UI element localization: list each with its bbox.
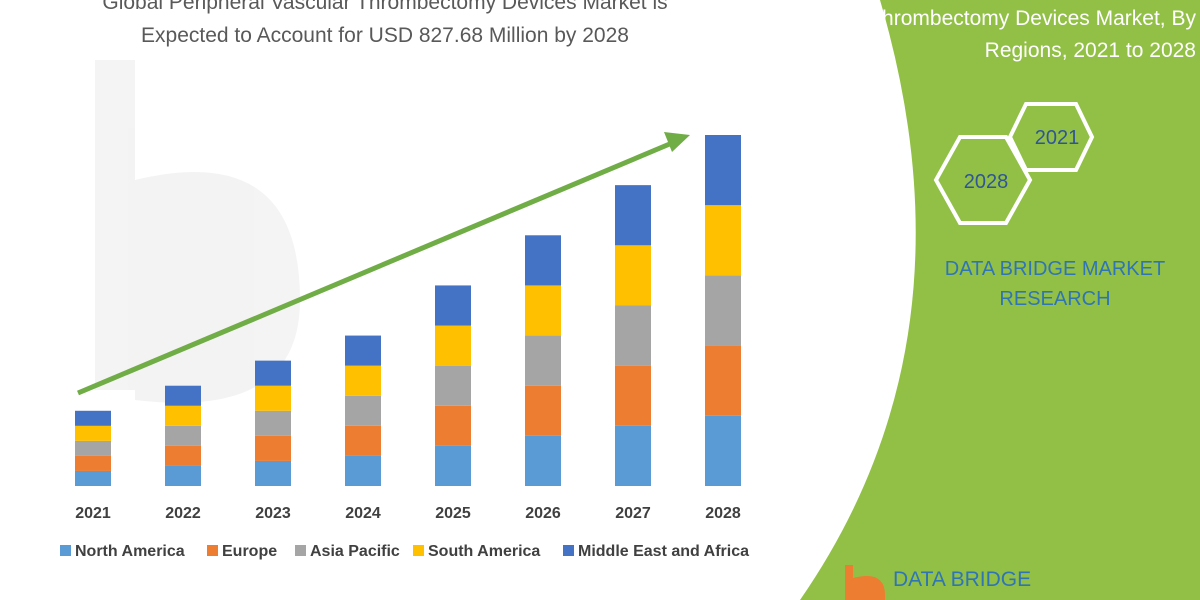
bar-2028-europe: [705, 345, 741, 416]
bar-2028-north-america: [705, 415, 741, 486]
legend-label: Europe: [222, 543, 277, 560]
bar-2027-asia-pacific: [615, 305, 651, 366]
brand-name-line-2: RESEARCH: [999, 288, 1111, 310]
legend-item: Europe: [207, 543, 277, 560]
legend-label: Asia Pacific: [310, 543, 400, 560]
bar-2028-asia-pacific: [705, 275, 741, 346]
bar-2026-south-america: [525, 285, 561, 336]
legend-item: South America: [413, 543, 540, 560]
logo-text: DATA BRIDGE: [893, 568, 1032, 591]
x-tick-label: 2025: [435, 505, 471, 522]
bar-2022-north-america: [165, 465, 201, 486]
bar-2021-north-america: [75, 470, 111, 486]
bar-2027-south-america: [615, 245, 651, 306]
bar-2027-europe: [615, 365, 651, 426]
bar-2026-middle-east-and-africa: [525, 235, 561, 286]
logo-icon: [845, 565, 885, 600]
x-tick-label: 2023: [255, 505, 291, 522]
bar-2022-south-america: [165, 405, 201, 426]
x-tick-label: 2026: [525, 505, 561, 522]
x-tick-label: 2021: [75, 505, 111, 522]
chart-title-line-1: Global Peripheral Vascular Thrombectomy …: [102, 0, 668, 14]
bar-2026-europe: [525, 385, 561, 436]
trend-arrow: [77, 132, 690, 396]
bar-2025-asia-pacific: [435, 365, 471, 406]
legend-swatch: [60, 545, 71, 556]
bar-2025-south-america: [435, 325, 471, 366]
bar-2025-europe: [435, 405, 471, 446]
legend-label: Middle East and Africa: [578, 543, 749, 560]
bar-2023-asia-pacific: [255, 410, 291, 436]
chart-title-line-2: Expected to Account for USD 827.68 Milli…: [141, 24, 629, 47]
legend-item: Middle East and Africa: [563, 543, 749, 560]
bar-2024-north-america: [345, 455, 381, 486]
legend-label: North America: [75, 543, 185, 560]
x-axis-ticks: 2021 2022 2023 2024 2025 2026 2027 2028: [75, 505, 741, 522]
bar-2025-north-america: [435, 445, 471, 486]
bar-2023-north-america: [255, 460, 291, 486]
bar-2026-asia-pacific: [525, 335, 561, 386]
bar-2027-north-america: [615, 425, 651, 486]
legend-swatch: [207, 545, 218, 556]
bar-2023-middle-east-and-africa: [255, 360, 291, 386]
legend-label: South America: [428, 543, 540, 560]
hexagon-2028: 2028: [933, 135, 1033, 225]
x-tick-label: 2027: [615, 505, 651, 522]
legend-item: Asia Pacific: [295, 543, 400, 560]
bar-2021-europe: [75, 455, 111, 471]
bar-2021-middle-east-and-africa: [75, 410, 111, 426]
x-tick-label: 2028: [705, 505, 741, 522]
hexagon-2021-label: 2021: [1035, 127, 1080, 149]
bar-2023-south-america: [255, 385, 291, 411]
bar-2025-middle-east-and-africa: [435, 285, 471, 326]
bar-2021-asia-pacific: [75, 440, 111, 456]
bar-2022-europe: [165, 445, 201, 466]
bar-2024-asia-pacific: [345, 395, 381, 426]
bar-2027-middle-east-and-africa: [615, 185, 651, 246]
brand-name-line-1: DATA BRIDGE MARKET: [944, 258, 1166, 280]
x-tick-label: 2022: [165, 505, 201, 522]
bar-2026-north-america: [525, 435, 561, 486]
watermark: [95, 60, 300, 403]
bar-2024-middle-east-and-africa: [345, 335, 381, 366]
bar-2021-south-america: [75, 425, 111, 441]
bar-2028-south-america: [705, 205, 741, 276]
bar-2024-europe: [345, 425, 381, 456]
legend-item: North America: [60, 543, 185, 560]
bar-2023-europe: [255, 435, 291, 461]
bar-stack-group: [75, 135, 741, 486]
bar-2028-middle-east-and-africa: [705, 135, 741, 206]
legend-swatch: [295, 545, 306, 556]
panel-title-line-1: Thrombectomy Devices Market, By: [869, 7, 1196, 30]
bar-2022-asia-pacific: [165, 425, 201, 446]
legend-swatch: [563, 545, 574, 556]
legend: North America Europe Asia Pacific South Ame…: [60, 543, 749, 560]
hexagon-2021: 2021: [1007, 102, 1095, 172]
bar-2024-south-america: [345, 365, 381, 396]
legend-swatch: [413, 545, 424, 556]
panel-title-line-2: Regions, 2021 to 2028: [984, 39, 1196, 62]
bar-2022-middle-east-and-africa: [165, 385, 201, 406]
x-tick-label: 2024: [345, 505, 381, 522]
right-panel-background: [800, 0, 1200, 600]
hexagon-2028-label: 2028: [964, 171, 1009, 193]
